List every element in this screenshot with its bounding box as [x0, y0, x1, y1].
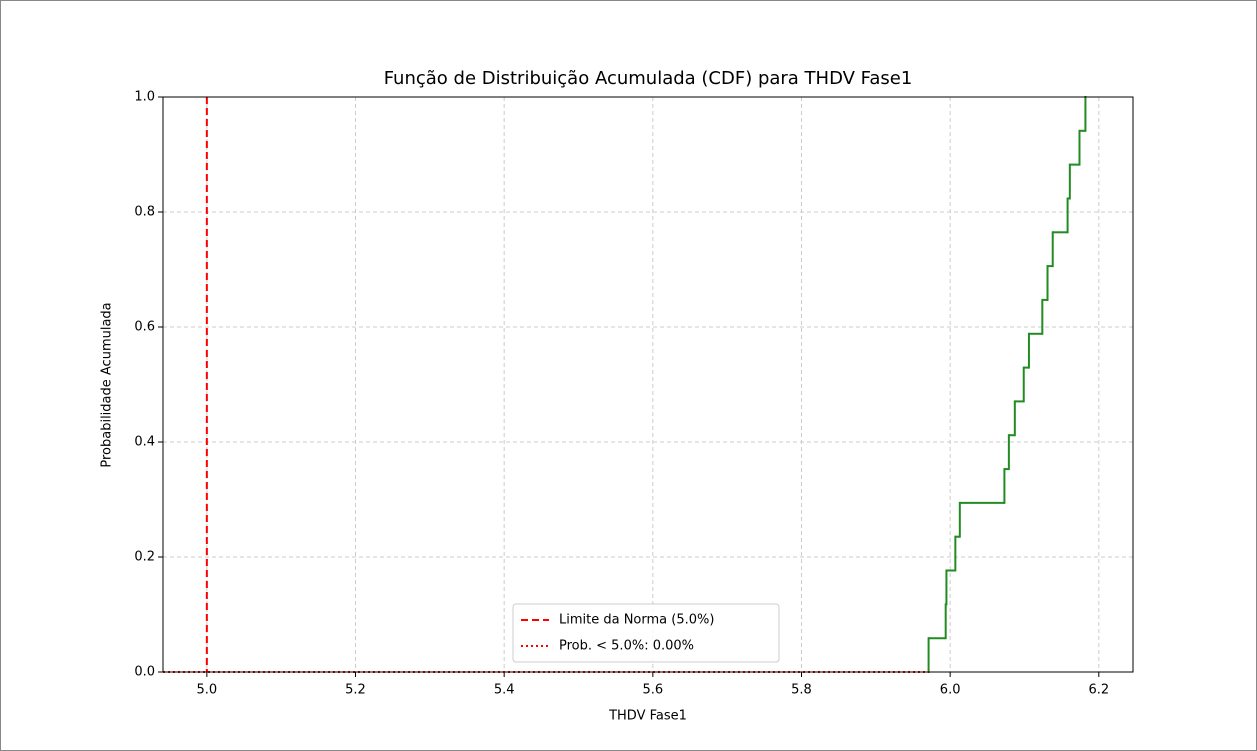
y-tick-label: 0.6	[134, 320, 155, 335]
x-tick-label: 6.0	[940, 683, 961, 698]
y-tick-label: 1.0	[134, 90, 155, 105]
legend-label: Prob. < 5.0%: 0.00%	[559, 639, 694, 654]
legend-box	[512, 603, 780, 663]
x-tick-label: 5.6	[642, 683, 663, 698]
x-tick-label: 5.0	[197, 683, 218, 698]
x-tick-label: 6.2	[1088, 683, 1109, 698]
plot-frame	[162, 96, 1134, 673]
y-tick-label: 0.4	[134, 435, 155, 450]
x-tick-label: 5.8	[791, 683, 812, 698]
y-tick-label: 0.8	[134, 205, 155, 220]
x-tick-label: 5.2	[345, 683, 366, 698]
chart-title: Função de Distribuição Acumulada (CDF) p…	[384, 68, 913, 89]
legend-label: Limite da Norma (5.0%)	[559, 613, 714, 628]
y-axis-label: Probabilidade Acumulada	[100, 302, 115, 467]
x-axis-label: THDV Fase1	[608, 709, 687, 724]
x-tick-label: 5.4	[494, 683, 515, 698]
y-tick-label: 0.2	[134, 550, 155, 565]
y-tick-label: 0.0	[134, 665, 155, 680]
